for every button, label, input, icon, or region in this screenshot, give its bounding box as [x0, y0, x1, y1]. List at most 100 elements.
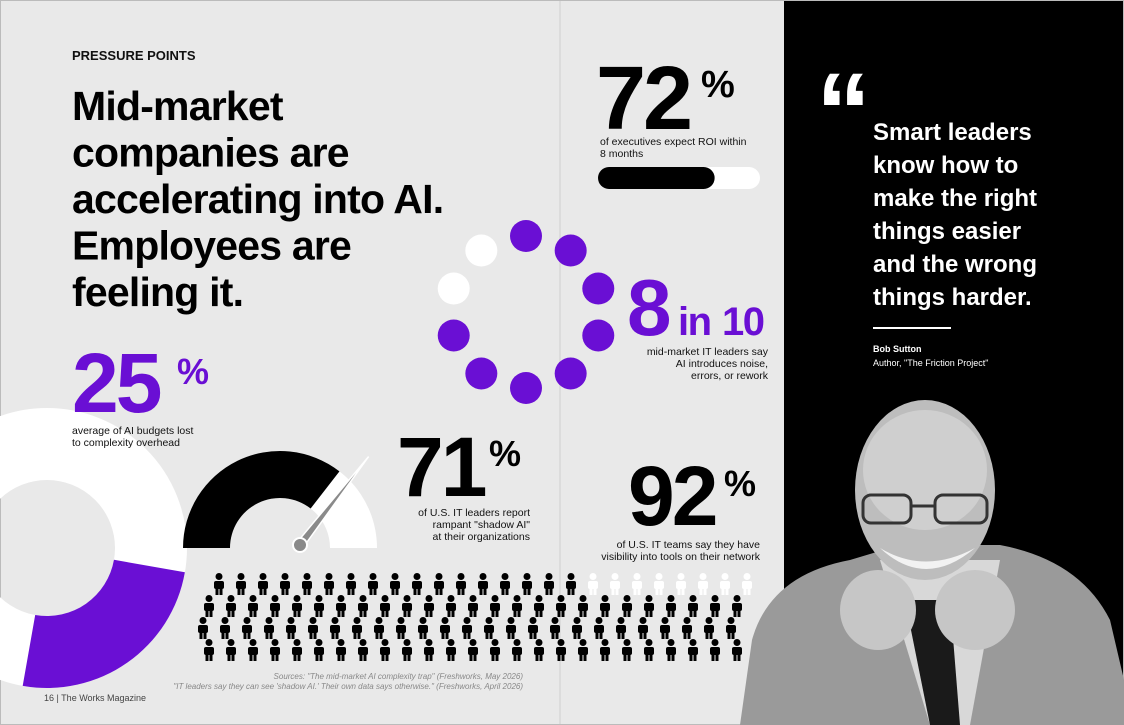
person-leg: [351, 588, 355, 595]
person-head: [535, 595, 543, 602]
person-leg: [711, 654, 715, 661]
person-leg: [247, 632, 251, 639]
person-leg: [699, 588, 703, 595]
person-head: [633, 573, 641, 580]
person-head: [447, 639, 455, 646]
person-leg: [501, 588, 505, 595]
person-head: [205, 639, 213, 646]
person-leg: [725, 588, 729, 595]
person-leg: [523, 588, 527, 595]
person-icon: [544, 573, 554, 595]
person-leg: [507, 632, 511, 639]
person-icon: [396, 617, 406, 639]
person-leg: [469, 610, 473, 617]
person-body: [292, 603, 302, 611]
person-body: [220, 625, 230, 633]
person-leg: [583, 654, 587, 661]
person-icon: [434, 573, 444, 595]
person-body: [358, 603, 368, 611]
person-body: [424, 603, 434, 611]
person-head: [293, 595, 301, 602]
person-leg: [215, 588, 219, 595]
person-leg: [637, 588, 641, 595]
quote-line: Smart leaders: [873, 119, 1032, 146]
stat-unit: %: [701, 64, 735, 106]
person-head: [689, 639, 697, 646]
person-leg: [315, 610, 319, 617]
person-icon: [226, 639, 236, 661]
person-head: [337, 639, 345, 646]
person-leg: [747, 588, 751, 595]
person-leg: [615, 588, 619, 595]
person-body: [280, 581, 290, 589]
person-body: [440, 625, 450, 633]
person-body: [610, 581, 620, 589]
person-body: [258, 581, 268, 589]
person-leg: [579, 610, 583, 617]
person-icon: [468, 595, 478, 617]
person-body: [330, 625, 340, 633]
person-leg: [391, 588, 395, 595]
person-body: [622, 603, 632, 611]
person-leg: [219, 588, 223, 595]
person-leg: [275, 654, 279, 661]
person-head: [457, 573, 465, 580]
person-head: [425, 595, 433, 602]
person-icon: [336, 639, 346, 661]
person-icon: [512, 639, 522, 661]
person-body: [544, 581, 554, 589]
person-body: [286, 625, 296, 633]
person-leg: [231, 654, 235, 661]
person-leg: [259, 588, 263, 595]
person-body: [336, 603, 346, 611]
person-icon: [424, 595, 434, 617]
person-leg: [341, 610, 345, 617]
person-leg: [671, 610, 675, 617]
person-head: [227, 595, 235, 602]
person-leg: [473, 654, 477, 661]
headline-line: Mid-market: [72, 83, 284, 129]
person-leg: [545, 588, 549, 595]
person-icon: [644, 595, 654, 617]
person-leg: [313, 632, 317, 639]
person-leg: [337, 610, 341, 617]
person-leg: [573, 632, 577, 639]
person-leg: [681, 588, 685, 595]
person-icon: [302, 573, 312, 595]
person-icon: [226, 595, 236, 617]
person-body: [578, 603, 588, 611]
person-leg: [403, 610, 407, 617]
person-body: [616, 625, 626, 633]
person-leg: [357, 632, 361, 639]
person-leg: [307, 588, 311, 595]
person-body: [666, 647, 676, 655]
person-body: [270, 647, 280, 655]
person-leg: [605, 654, 609, 661]
person-leg: [711, 610, 715, 617]
person-leg: [731, 632, 735, 639]
person-body: [710, 647, 720, 655]
person-leg: [329, 588, 333, 595]
person-leg: [721, 588, 725, 595]
person-body: [352, 625, 362, 633]
person-leg: [709, 632, 713, 639]
dot-filled: [554, 234, 587, 267]
person-head: [557, 595, 565, 602]
person-body: [468, 647, 478, 655]
person-body: [324, 581, 334, 589]
person-body: [710, 603, 720, 611]
dot-ring: [437, 220, 615, 404]
person-leg: [297, 610, 301, 617]
person-leg: [209, 610, 213, 617]
person-body: [698, 581, 708, 589]
person-body: [248, 647, 258, 655]
person-head: [403, 639, 411, 646]
stat-value: 71: [397, 420, 486, 514]
person-icon: [534, 639, 544, 661]
stat-value: 92: [628, 449, 716, 543]
person-head: [397, 617, 405, 624]
person-leg: [623, 610, 627, 617]
person-body: [264, 625, 274, 633]
person-head: [743, 573, 751, 580]
person-icon: [280, 573, 290, 595]
